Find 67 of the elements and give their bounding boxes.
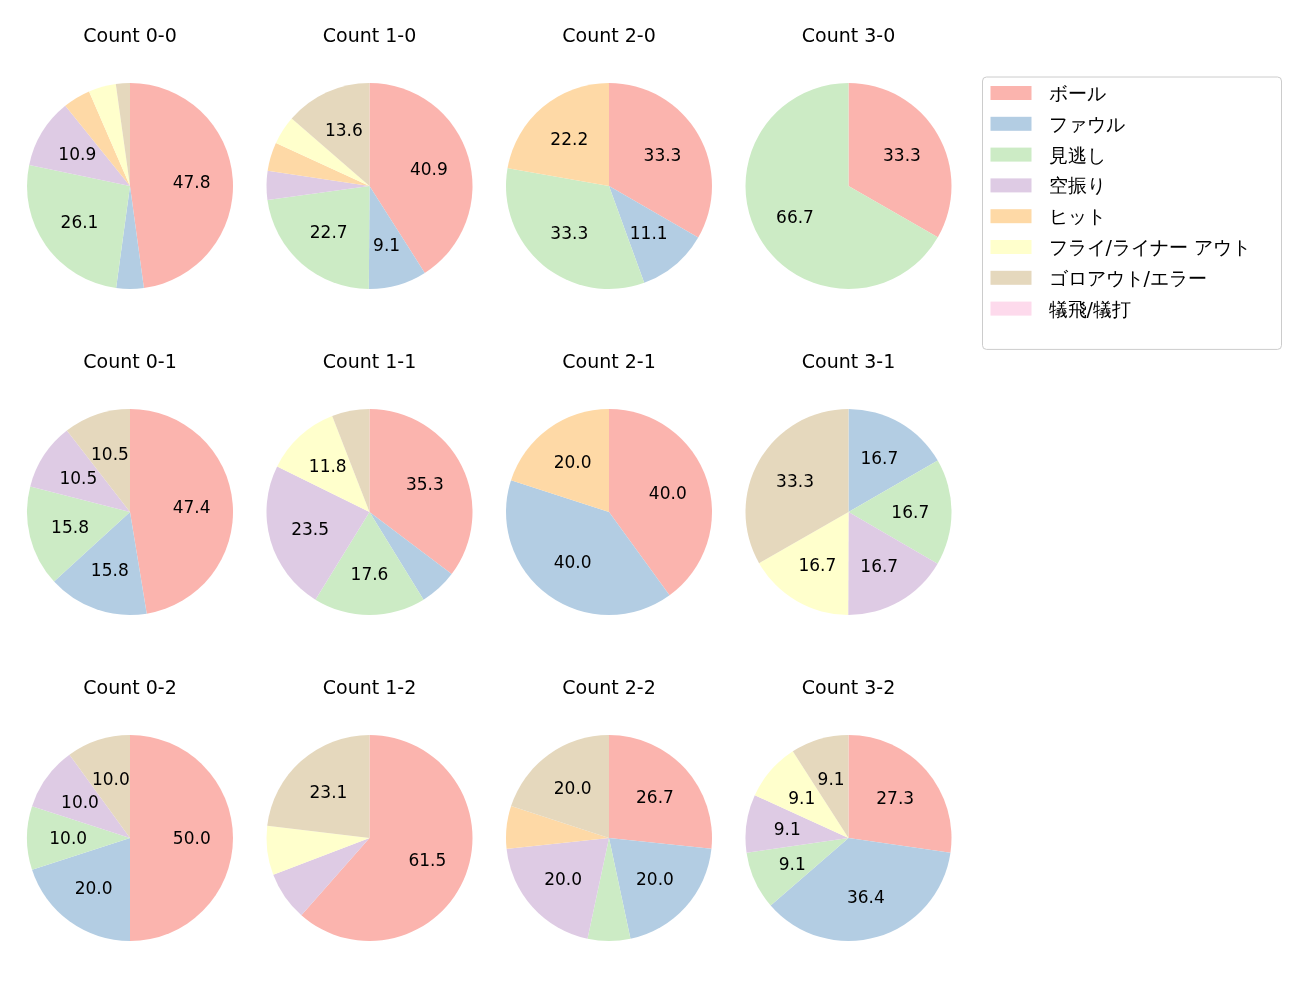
data-label: 15.8 — [90, 560, 129, 581]
chart-title: Count 3-2 — [801, 676, 896, 698]
data-label: 20.0 — [544, 869, 582, 890]
chart-title: Count 0-1 — [83, 350, 177, 372]
data-label: 33.3 — [550, 223, 589, 244]
legend-label: 空振り — [1048, 174, 1106, 197]
legend-label: フライ/ライナー アウト — [1048, 236, 1251, 258]
data-label: 9.1 — [778, 853, 806, 874]
data-label: 10.9 — [58, 143, 97, 164]
chart-title: Count 3-1 — [801, 350, 896, 372]
data-label: 33.3 — [776, 470, 814, 491]
data-label: 26.1 — [60, 211, 99, 232]
data-label: 33.3 — [883, 145, 921, 166]
chart-title: Count 2-1 — [562, 350, 656, 372]
data-label: 15.8 — [51, 516, 89, 537]
data-label: 40.0 — [553, 552, 592, 572]
data-label: 22.2 — [550, 128, 589, 149]
data-label: 16.7 — [798, 555, 837, 576]
chart-title: Count 1-2 — [322, 676, 417, 698]
data-label: 20.0 — [636, 869, 674, 890]
data-label: 9.1 — [788, 787, 816, 808]
legend-label: 見逃し — [1048, 143, 1106, 166]
data-label: 40.9 — [409, 158, 448, 179]
data-label: 10.5 — [59, 468, 98, 489]
data-label: 20.0 — [553, 777, 592, 798]
chart-title: Count 0-2 — [83, 676, 177, 698]
legend-label: ヒット — [1048, 205, 1106, 228]
data-label: 20.0 — [74, 878, 113, 898]
data-label: 33.3 — [643, 145, 682, 166]
data-label: 27.3 — [876, 787, 915, 808]
data-label: 23.1 — [309, 781, 348, 802]
data-label: 11.1 — [629, 223, 668, 244]
chart-title: Count 2-0 — [562, 24, 656, 46]
data-label: 61.5 — [408, 849, 447, 870]
data-label: 20.0 — [553, 452, 592, 472]
data-label: 10.0 — [91, 769, 130, 790]
data-label: 47.8 — [172, 171, 211, 192]
data-label: 40.0 — [648, 482, 687, 503]
chart-title: Count 1-0 — [322, 24, 417, 46]
data-label: 9.1 — [817, 768, 845, 789]
data-label: 35.3 — [405, 474, 444, 495]
data-label: 36.4 — [846, 887, 885, 908]
data-label: 13.6 — [324, 119, 363, 140]
chart-title: Count 2-2 — [562, 676, 656, 698]
data-label: 17.6 — [350, 563, 389, 584]
data-label: 16.7 — [860, 555, 899, 576]
data-label: 47.4 — [172, 496, 211, 517]
legend-label: ファウル — [1048, 112, 1125, 135]
legend-label: ゴロアウト/エラー — [1048, 266, 1207, 289]
data-label: 22.7 — [309, 222, 348, 243]
data-label: 9.1 — [373, 235, 401, 256]
data-label: 26.7 — [636, 786, 674, 807]
data-label: 11.8 — [308, 456, 347, 477]
data-label: 9.1 — [773, 819, 801, 840]
data-label: 10.0 — [49, 828, 88, 848]
data-label: 10.5 — [91, 443, 129, 464]
data-label: 50.0 — [172, 828, 211, 848]
legend-label: ボール — [1048, 82, 1106, 104]
data-label: 16.7 — [860, 448, 899, 469]
legend-label: 犠飛/犠打 — [1048, 297, 1131, 320]
chart-title: Count 1-1 — [322, 350, 417, 372]
data-label: 16.7 — [891, 502, 930, 523]
data-label: 10.0 — [61, 791, 99, 812]
data-label: 23.5 — [291, 519, 330, 540]
data-label: 66.7 — [776, 206, 814, 227]
chart-title: Count 0-0 — [83, 24, 177, 46]
chart-title: Count 3-0 — [801, 24, 896, 46]
